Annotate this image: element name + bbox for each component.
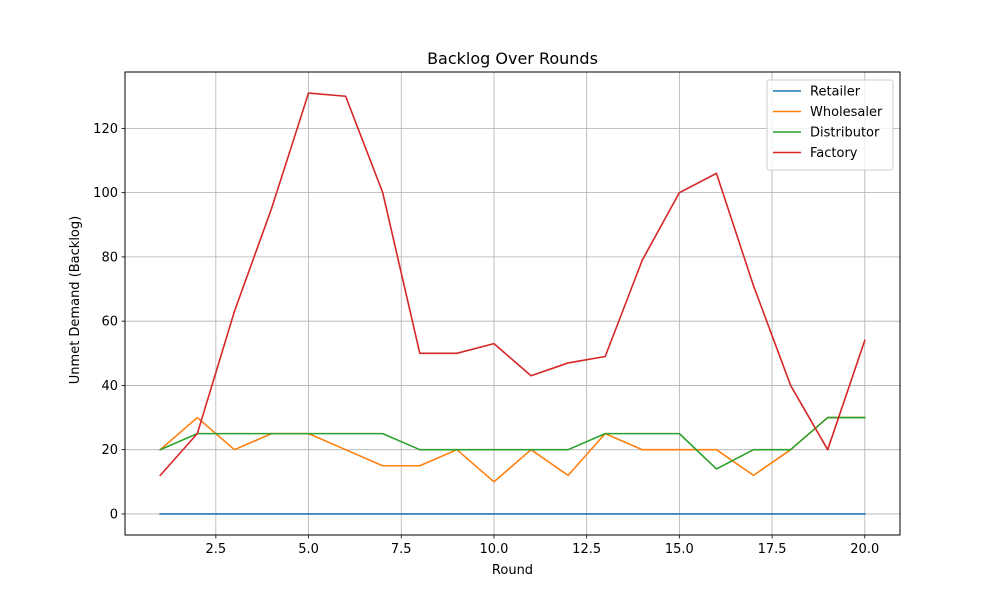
- legend: Retailer Wholesaler Distributor Factory: [766, 79, 894, 171]
- series-line-distributor: [159, 416, 866, 470]
- x-tick-label: 17.5: [758, 542, 787, 557]
- series-lines: [159, 92, 866, 515]
- x-tick-label: 7.5: [391, 542, 412, 557]
- y-tick-label: 0: [110, 507, 118, 522]
- x-tick-label: 2.5: [206, 542, 227, 557]
- y-tick-label: 20: [101, 443, 118, 458]
- y-tick-label: 40: [101, 379, 118, 394]
- x-tick-label: 10.0: [479, 542, 508, 557]
- x-tick-label: 15.0: [665, 542, 694, 557]
- y-axis-label: Unmet Demand (Backlog): [68, 216, 83, 384]
- chart-title: Backlog Over Rounds: [427, 49, 598, 68]
- y-tick-label: 120: [93, 122, 118, 137]
- x-axis-ticks: 2.5 5.0 7.5 10.0 12.5 15.0 17.5 20.0: [206, 535, 879, 557]
- x-tick-label: 20.0: [850, 542, 879, 557]
- y-tick-label: 80: [101, 250, 118, 265]
- legend-label-distributor: Distributor: [810, 126, 880, 141]
- legend-box: [766, 79, 894, 171]
- series-line-factory: [159, 92, 866, 477]
- legend-label-wholesaler: Wholesaler: [810, 105, 883, 120]
- x-axis-label: Round: [492, 563, 533, 578]
- x-tick-label: 5.0: [298, 542, 319, 557]
- legend-label-retailer: Retailer: [810, 85, 861, 100]
- plot-area-frame: [124, 71, 901, 536]
- legend-label-factory: Factory: [810, 146, 858, 161]
- x-tick-label: 12.5: [572, 542, 601, 557]
- y-axis-ticks: 0 20 40 60 80 100 120: [93, 122, 125, 522]
- y-tick-label: 100: [93, 186, 118, 201]
- y-tick-label: 60: [101, 315, 118, 330]
